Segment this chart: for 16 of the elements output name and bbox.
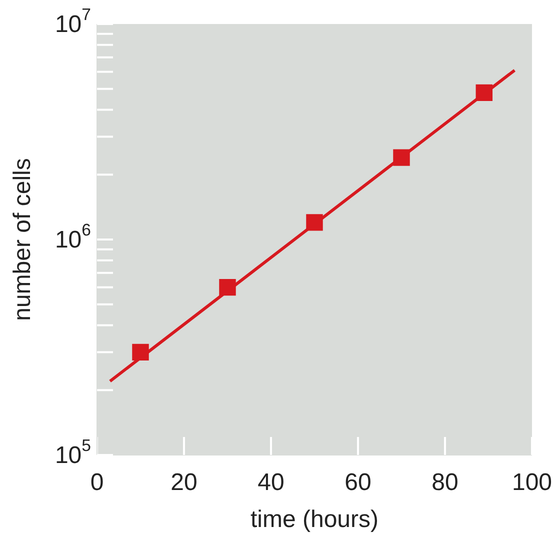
- point: [393, 149, 410, 166]
- point: [132, 344, 149, 361]
- x-tick-label: 60: [344, 469, 372, 496]
- x-tick-label: 40: [258, 469, 284, 496]
- point: [219, 278, 236, 296]
- x-tick-label: 20: [170, 469, 198, 496]
- x-tick-label: 100: [512, 469, 552, 496]
- y-tick-label: 10$^{7}$: [54, 5, 91, 38]
- y-tick-label: 10$^{6}$: [54, 220, 91, 253]
- x-axis-title: time (hours): [250, 506, 379, 533]
- y-tick-label: 10$^{5}$: [54, 436, 91, 468]
- x-tick-label: 80: [432, 469, 458, 496]
- point: [476, 84, 493, 102]
- x-tick-label: 0: [90, 469, 104, 496]
- y-axis-title: number of cells: [9, 158, 36, 321]
- point: [306, 214, 323, 231]
